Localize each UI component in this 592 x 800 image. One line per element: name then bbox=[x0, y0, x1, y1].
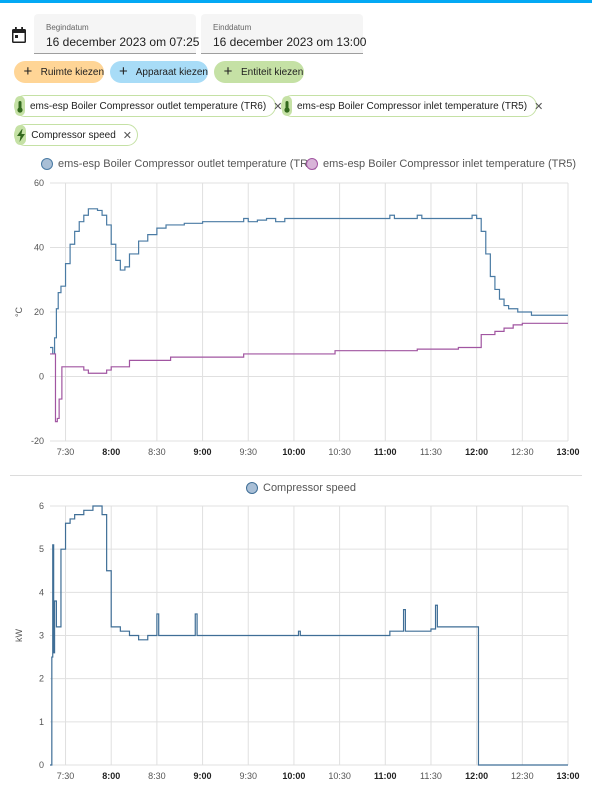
series-area bbox=[50, 209, 568, 441]
x-tick-label: 10:30 bbox=[328, 771, 351, 781]
remove-chip-icon[interactable]: ✕ bbox=[122, 129, 132, 142]
entity-chip-compressor-speed[interactable]: Compressor speed ✕ bbox=[14, 124, 138, 146]
x-tick-label: 8:00 bbox=[102, 771, 120, 781]
x-tick-label: 9:00 bbox=[194, 447, 212, 457]
x-tick-label: 13:00 bbox=[556, 771, 579, 781]
x-tick-label: 10:00 bbox=[282, 447, 305, 457]
y-tick-label: 5 bbox=[39, 544, 44, 554]
choose-area-label: Ruimte kiezen bbox=[40, 66, 104, 78]
end-date-label: Einddatum bbox=[213, 23, 252, 32]
series-line-1 bbox=[50, 322, 568, 423]
x-tick-label: 13:00 bbox=[556, 447, 579, 457]
choose-device-button[interactable]: + Apparaat kiezen bbox=[110, 61, 208, 83]
x-tick-label: 8:30 bbox=[148, 771, 166, 781]
compressor-speed-chart: 6 5 4 3 2 1 0 7:30 8:00 8:30 9:00 9:30 10:00 10:30 11:… bbox=[14, 501, 580, 781]
thermometer-icon bbox=[15, 96, 25, 116]
chip-label: Compressor speed bbox=[31, 129, 116, 141]
y-tick-label: 6 bbox=[39, 501, 44, 511]
choose-entity-label: Entiteit kiezen bbox=[241, 66, 304, 78]
x-tick-label: 12:00 bbox=[465, 447, 488, 457]
series-line-0 bbox=[50, 208, 568, 355]
remove-chip-icon[interactable]: ✕ bbox=[273, 100, 283, 113]
legend-outlet-temperature[interactable]: ems-esp Boiler Compressor outlet tempera… bbox=[41, 158, 318, 170]
x-tick-label: 11:30 bbox=[420, 771, 442, 781]
choose-entity-button[interactable]: + Entiteit kiezen bbox=[214, 61, 304, 83]
x-tick-label: 9:00 bbox=[194, 771, 212, 781]
legend-label: ems-esp Boiler Compressor outlet tempera… bbox=[58, 158, 318, 170]
y-axis-label: kW bbox=[14, 629, 24, 643]
y-tick-label: 40 bbox=[34, 243, 44, 253]
x-tick-label: 10:00 bbox=[282, 771, 305, 781]
legend-compressor-speed[interactable]: Compressor speed bbox=[246, 482, 356, 494]
x-tick-label: 10:30 bbox=[328, 447, 351, 457]
thermometer-icon bbox=[282, 96, 292, 116]
y-tick-label: 20 bbox=[34, 307, 44, 317]
legend-swatch bbox=[246, 482, 258, 494]
start-date-label: Begindatum bbox=[46, 23, 89, 32]
x-tick-label: 11:30 bbox=[420, 447, 442, 457]
plus-icon: + bbox=[223, 63, 233, 80]
chart-divider bbox=[10, 475, 582, 476]
calendar-icon[interactable] bbox=[11, 26, 27, 44]
x-tick-label: 8:30 bbox=[148, 447, 166, 457]
x-tick-label: 7:30 bbox=[57, 771, 75, 781]
legend-label: ems-esp Boiler Compressor inlet temperat… bbox=[323, 158, 577, 170]
entity-chip-outlet-temperature[interactable]: ems-esp Boiler Compressor outlet tempera… bbox=[14, 95, 282, 117]
lightning-icon bbox=[15, 125, 27, 145]
legend-swatch bbox=[306, 158, 318, 170]
start-date-field[interactable]: Begindatum 16 december 2023 om 07:25 bbox=[34, 14, 200, 54]
plus-icon: + bbox=[23, 63, 33, 80]
x-tick-label: 8:00 bbox=[102, 447, 120, 457]
choose-area-button[interactable]: + Ruimte kiezen bbox=[14, 61, 104, 83]
start-date-value: 16 december 2023 om 07:25 bbox=[46, 35, 200, 49]
x-tick-label: 7:30 bbox=[57, 447, 75, 457]
x-tick-label: 12:30 bbox=[511, 447, 534, 457]
end-date-field[interactable]: Einddatum 16 december 2023 om 13:00 bbox=[201, 14, 367, 54]
y-tick-label: 0 bbox=[39, 372, 44, 382]
x-tick-label: 12:00 bbox=[465, 771, 488, 781]
x-tick-label: 12:30 bbox=[511, 771, 534, 781]
series-line-0 bbox=[50, 505, 568, 766]
choose-device-label: Apparaat kiezen bbox=[135, 66, 208, 78]
legend-inlet-temperature[interactable]: ems-esp Boiler Compressor inlet temperat… bbox=[306, 158, 576, 170]
y-tick-label: 3 bbox=[39, 631, 44, 641]
chip-label: ems-esp Boiler Compressor outlet tempera… bbox=[30, 100, 267, 112]
top-accent-bar bbox=[0, 0, 592, 3]
entity-chip-inlet-temperature[interactable]: ems-esp Boiler Compressor inlet temperat… bbox=[281, 95, 543, 117]
y-tick-label: 4 bbox=[39, 587, 44, 597]
temperature-chart: 60 40 20 0 -20 7:30 8:00 8:30 9:00 9:30 10:00 10:30… bbox=[14, 178, 580, 457]
x-tick-label: 9:30 bbox=[239, 771, 257, 781]
legend-label: Compressor speed bbox=[263, 482, 356, 494]
x-tick-label: 11:00 bbox=[374, 771, 397, 781]
y-tick-label: 2 bbox=[39, 674, 44, 684]
plus-icon: + bbox=[118, 63, 128, 80]
x-tick-label: 9:30 bbox=[239, 447, 257, 457]
y-tick-label: 60 bbox=[34, 178, 44, 188]
legend-swatch bbox=[41, 158, 53, 170]
y-tick-label: -20 bbox=[31, 436, 44, 446]
remove-chip-icon[interactable]: ✕ bbox=[534, 100, 544, 113]
end-date-value: 16 december 2023 om 13:00 bbox=[213, 35, 367, 49]
x-tick-label: 11:00 bbox=[374, 447, 397, 457]
y-tick-label: 0 bbox=[39, 760, 44, 770]
y-tick-label: 1 bbox=[39, 717, 44, 727]
y-axis-label: °C bbox=[14, 306, 24, 317]
chip-label: ems-esp Boiler Compressor inlet temperat… bbox=[297, 100, 528, 112]
